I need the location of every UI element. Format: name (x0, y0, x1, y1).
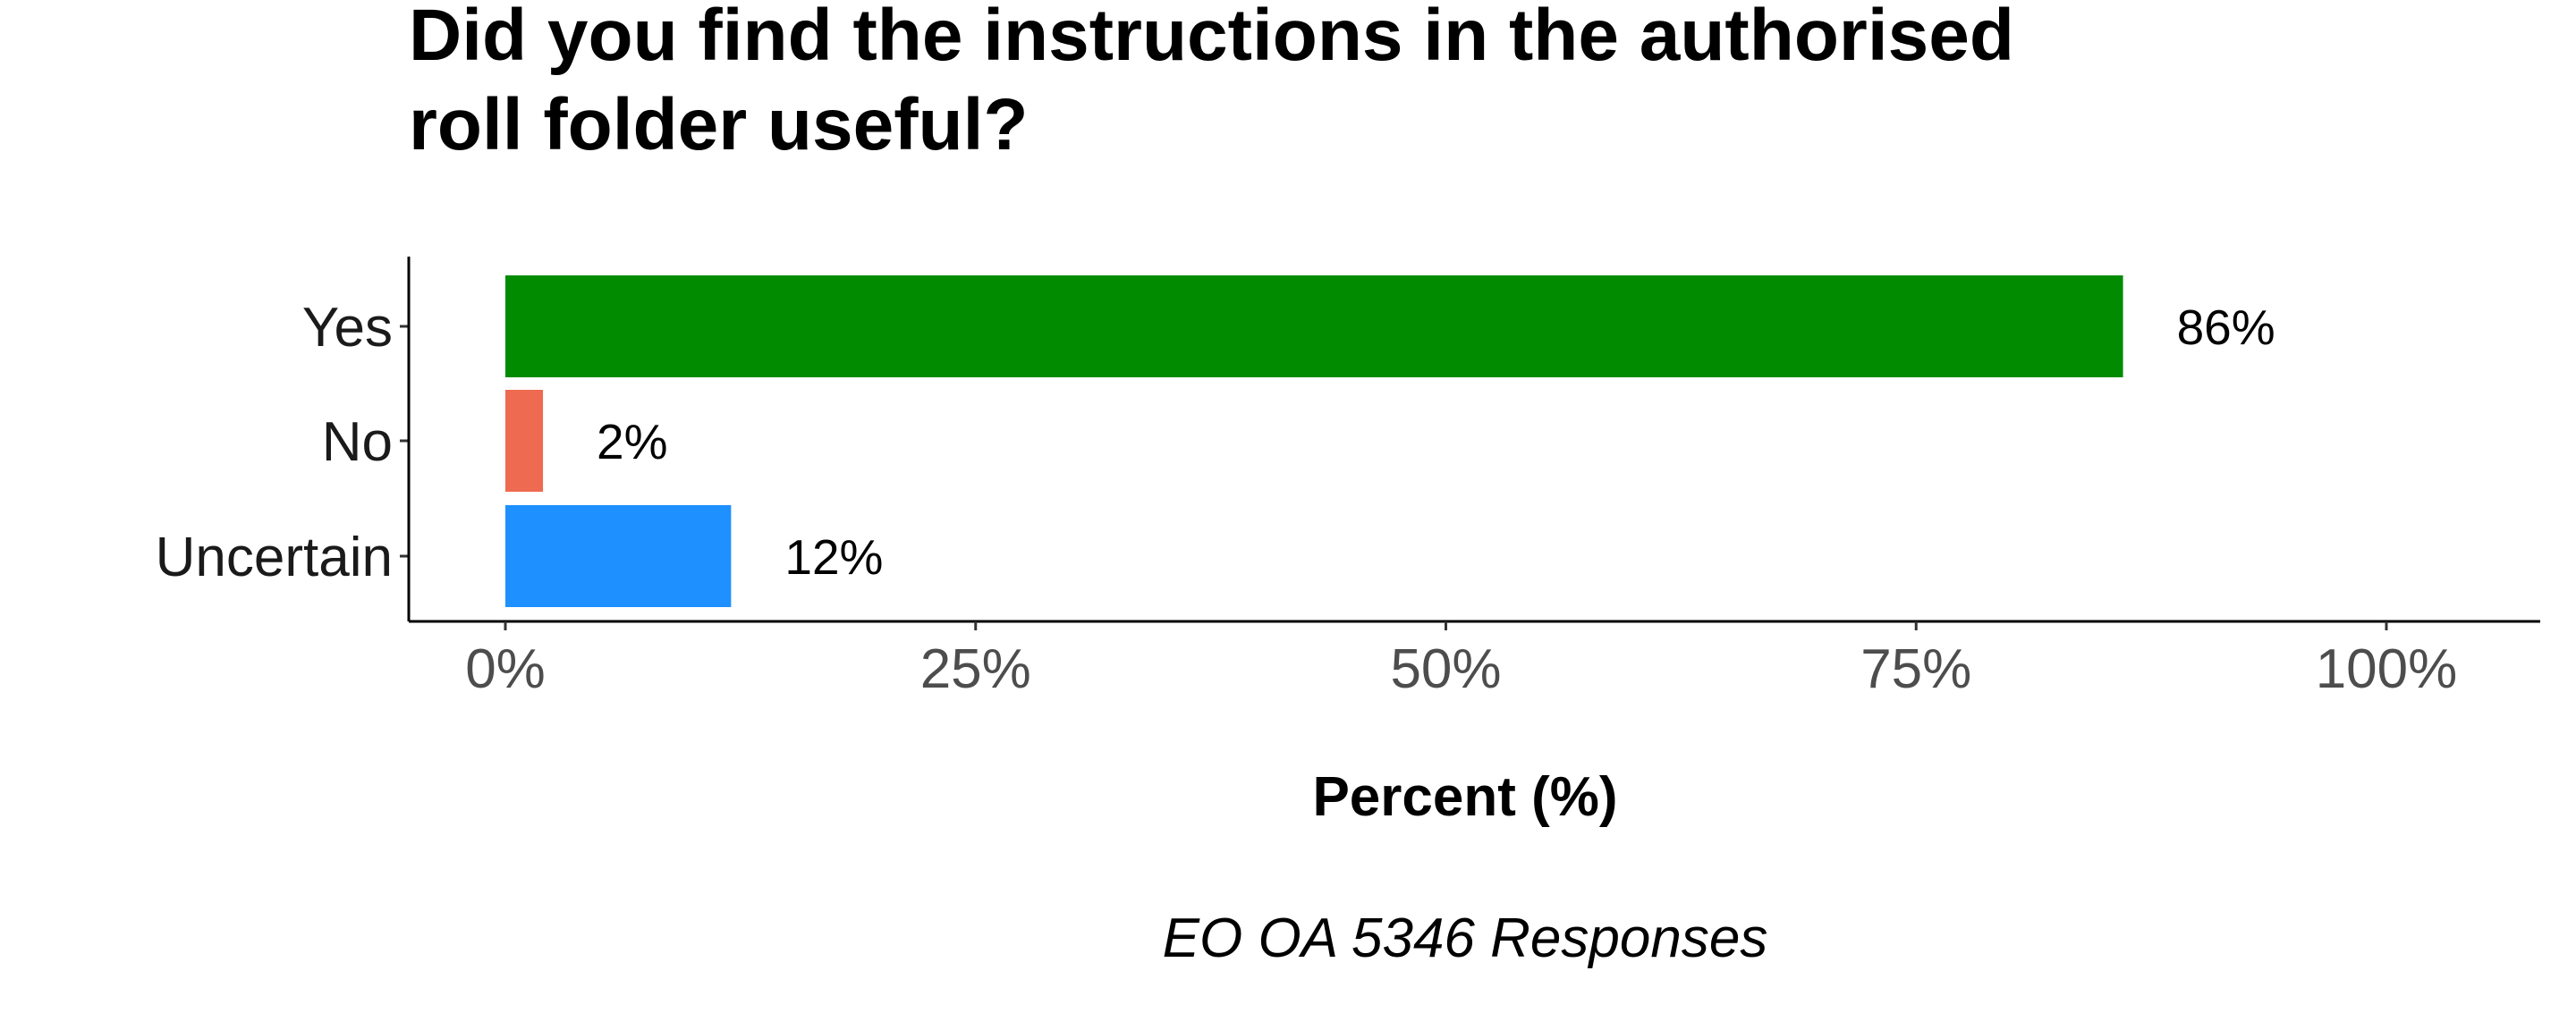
y-tick-label-no: No (322, 411, 393, 473)
y-tick-label-uncertain: Uncertain (156, 527, 393, 588)
bar-value-label-uncertain: 12% (784, 529, 883, 585)
bar-uncertain (505, 505, 732, 607)
bar-no (505, 390, 544, 492)
plot-area: 86% 2% 12% Yes No Uncertain 0% 25% 50% 75% 100% (156, 257, 2540, 700)
chart-title-line-1: Did you find the instructions in the aut… (409, 0, 2014, 76)
bar-value-label-yes: 86% (2177, 300, 2275, 355)
y-tick-label-yes: Yes (302, 297, 393, 359)
x-tick-label-25: 25% (920, 638, 1031, 700)
bar-yes (505, 275, 2123, 377)
x-tick-label-50: 50% (1390, 638, 1501, 700)
chart-caption: EO OA 5346 Responses (1163, 908, 1768, 969)
x-tick-label-0: 0% (465, 638, 546, 700)
x-tick-label-100: 100% (2316, 638, 2458, 700)
x-tick-label-75: 75% (1860, 638, 1971, 700)
chart-title-line-2: roll folder useful? (409, 84, 1028, 165)
x-axis-title: Percent (%) (1312, 766, 1617, 828)
bar-value-label-no: 2% (597, 414, 668, 469)
